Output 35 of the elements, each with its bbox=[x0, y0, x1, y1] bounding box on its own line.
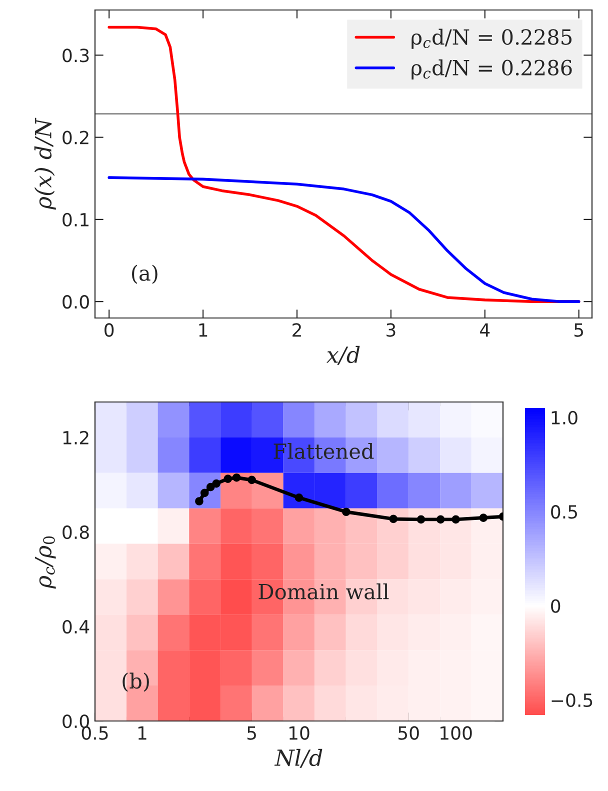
x-axis-title: Nl/d bbox=[274, 748, 322, 768]
x-tick-label: 1 bbox=[138, 726, 146, 740]
legend-label: ρ$_{c}$d/N = 0.2286 bbox=[412, 59, 572, 80]
annotation: (b) bbox=[122, 672, 149, 692]
y-tick-label: 0.3 bbox=[62, 48, 89, 62]
y-tick-label: 0.0 bbox=[62, 295, 89, 309]
line-series bbox=[108, 176, 580, 303]
x-tick-label: 0.5 bbox=[82, 726, 108, 740]
x-tick-label: 3 bbox=[386, 323, 396, 337]
x-tick-label: 4 bbox=[480, 323, 490, 337]
x-tick-label: 2 bbox=[292, 323, 301, 337]
x-axis-title: x/d bbox=[326, 346, 360, 365]
x-tick-label: 5 bbox=[247, 726, 256, 740]
y-tick-label: 0.0 bbox=[62, 714, 89, 728]
y-tick-label: 0.2 bbox=[62, 130, 88, 144]
y-tick-label: 0.1 bbox=[62, 212, 88, 227]
x-tick-label: 0 bbox=[104, 323, 114, 337]
annotation: Domain wall bbox=[258, 583, 389, 600]
x-tick-label: 100 bbox=[440, 726, 472, 740]
x-tick-label: 1 bbox=[199, 323, 208, 337]
y-tick-label: 0.8 bbox=[62, 525, 89, 540]
x-tick-label: 10 bbox=[289, 726, 310, 740]
color-bar-label: 1.0 bbox=[552, 410, 578, 425]
color-bar-label: −0.5 bbox=[552, 693, 592, 708]
annotation: Flattened bbox=[274, 442, 374, 460]
x-tick-label: 5 bbox=[574, 323, 584, 337]
legend-label: ρ$_{c}$d/N = 0.2285 bbox=[412, 28, 572, 49]
color-bar-label: 0 bbox=[551, 599, 560, 613]
y-axis-title: ρ(x) d/N bbox=[34, 118, 56, 210]
y-tick-label: 0.4 bbox=[62, 620, 90, 634]
y-axis-title: ρ$_{c}$/ρ$_{0}$ bbox=[34, 536, 56, 589]
y-tick-label: 1.2 bbox=[63, 430, 88, 444]
x-tick-label: 50 bbox=[398, 726, 419, 740]
annotation: (a) bbox=[132, 264, 158, 284]
color-bar-label: 0.5 bbox=[551, 505, 577, 519]
